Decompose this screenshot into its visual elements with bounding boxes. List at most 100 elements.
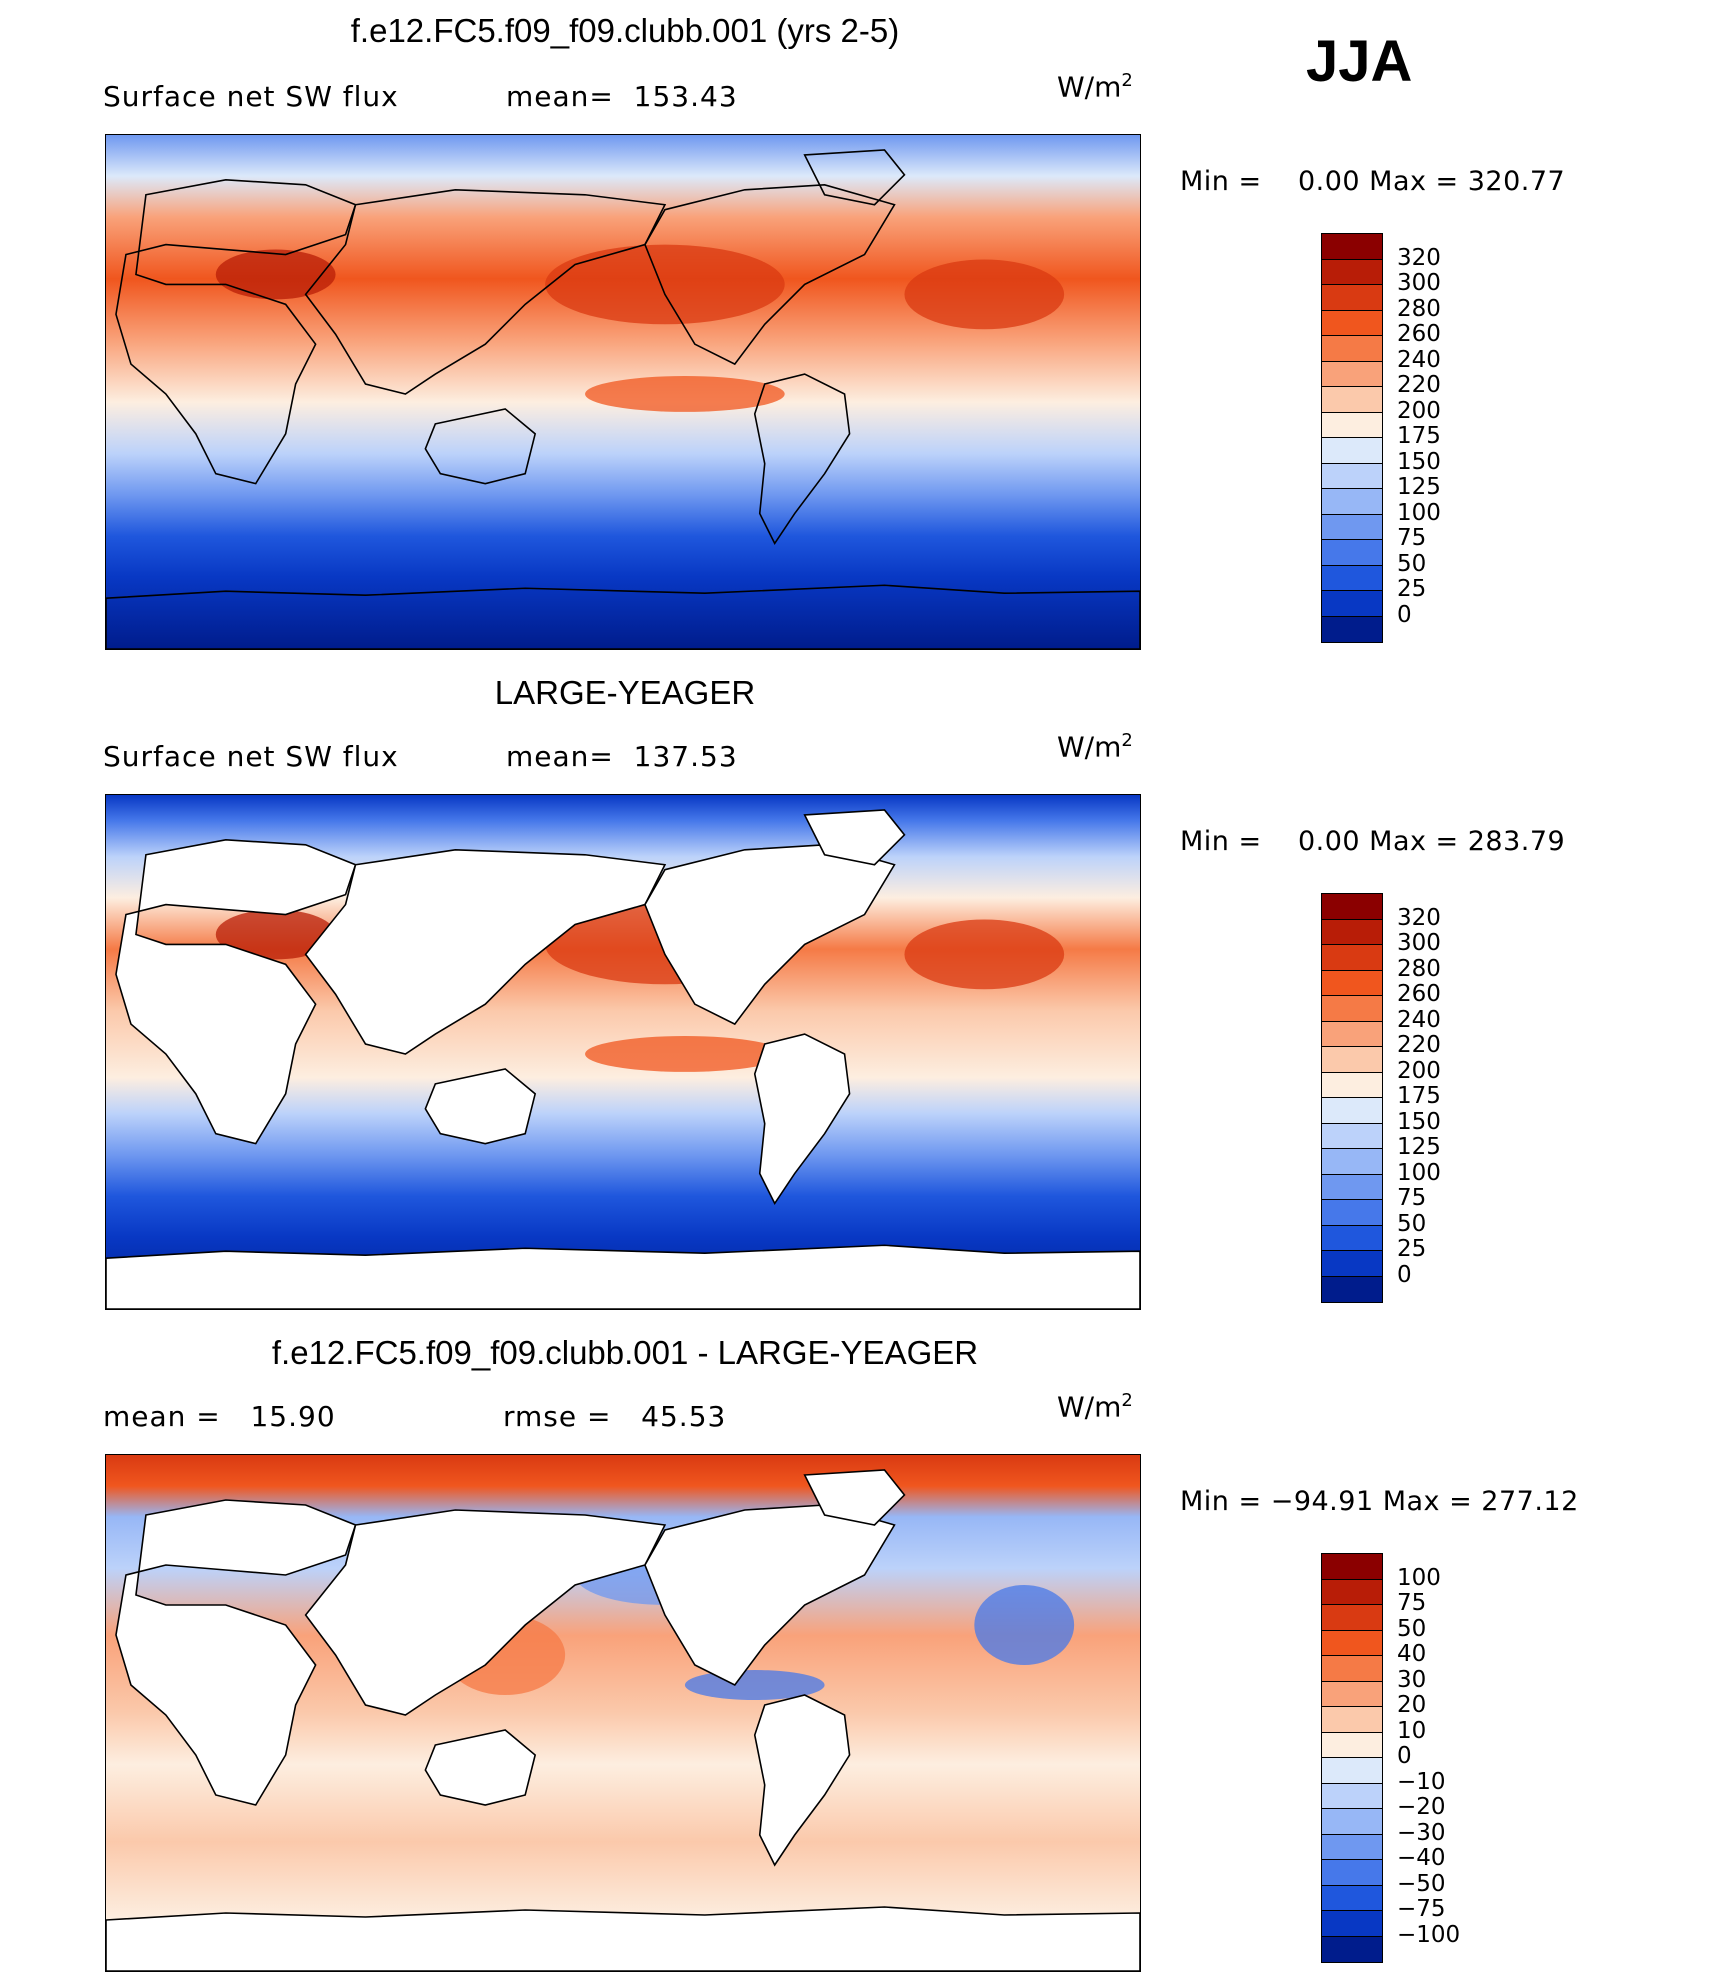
colorbar-tick-label: 25 — [1397, 576, 1427, 602]
colorbar-tick-label: −75 — [1397, 1896, 1446, 1922]
coastline — [644, 1504, 896, 1687]
colorbar-tick-label: 0 — [1397, 1261, 1412, 1288]
colorbar-swatch — [1322, 1681, 1382, 1707]
field-anomaly — [585, 376, 785, 412]
colorbar-swatch — [1322, 1911, 1382, 1937]
colorbar-swatch — [1322, 1047, 1382, 1073]
panel-difference: f.e12.FC5.f09_f09.clubb.001 - LARGE-YEAG… — [0, 1320, 1710, 1980]
mean-label: mean= 153.43 — [506, 80, 738, 113]
coastline — [115, 1499, 357, 1806]
colorbar-swatch — [1322, 1707, 1382, 1733]
colorbar-swatch — [1322, 1149, 1382, 1175]
colorbar-swatch — [1322, 1123, 1382, 1149]
colorbar-swatch — [1322, 1834, 1382, 1860]
colorbar-swatch — [1322, 387, 1382, 413]
colorbar-swatch — [1322, 1630, 1382, 1656]
field-anomaly — [215, 249, 336, 300]
field-anomaly — [974, 1585, 1075, 1665]
colorbar-swatch — [1322, 514, 1382, 540]
colorbar-swatch — [1322, 1072, 1382, 1098]
colorbar-tick-label: 25 — [1397, 1236, 1427, 1262]
colorbar-swatch — [1322, 361, 1382, 387]
colorbar-swatch — [1322, 894, 1382, 920]
colorbar-tick-label: 300 — [1397, 930, 1441, 956]
colorbar-swatch — [1322, 336, 1382, 362]
colorbar-tick-label: 240 — [1397, 346, 1441, 373]
colorbar-swatch — [1322, 1174, 1382, 1200]
colorbar-tick-label: 150 — [1397, 1108, 1441, 1135]
rmse-label: rmse = 45.53 — [503, 1400, 727, 1433]
coastline — [644, 844, 896, 1026]
min-max-label: Min = 0.00 Max = 283.79 — [1180, 826, 1566, 857]
colorbar-tick-label: 300 — [1397, 270, 1441, 296]
colorbar-tick-label: −100 — [1397, 1921, 1461, 1948]
colorbar-swatch — [1322, 1098, 1382, 1124]
colorbar-swatch — [1322, 919, 1382, 945]
colorbar-tick-label: 10 — [1397, 1717, 1427, 1744]
colorbar-tick-label: −50 — [1397, 1870, 1446, 1897]
panel-title: LARGE-YEAGER — [494, 674, 756, 711]
colorbar-swatch — [1322, 1605, 1382, 1631]
colorbar-swatch — [1322, 1225, 1382, 1251]
colorbar-swatch — [1322, 412, 1382, 438]
colorbar-tick-label: 75 — [1397, 1185, 1427, 1211]
coastline — [106, 1244, 1140, 1309]
colorbar-tick-label: 320 — [1397, 904, 1441, 931]
coastline — [115, 839, 357, 1145]
colorbar-tick-label: −30 — [1397, 1819, 1446, 1846]
colorbar-swatch — [1322, 591, 1382, 617]
colorbar-tick-label: 75 — [1397, 1590, 1427, 1616]
colorbar-tick-label: 50 — [1397, 1615, 1427, 1642]
colorbar-tick-label: 50 — [1397, 550, 1427, 577]
colorbar-swatch — [1322, 996, 1382, 1022]
coastline — [803, 149, 906, 206]
panel-title: f.e12.FC5.f09_f09.clubb.001 - LARGE-YEAG… — [271, 1334, 979, 1371]
colorbar-tick-label: −40 — [1397, 1845, 1446, 1871]
coastline — [753, 1694, 851, 1867]
field-anomaly — [904, 919, 1065, 990]
colorbar-swatch — [1322, 1809, 1382, 1835]
colorbar-swatch — [1322, 616, 1382, 642]
colorbar-tick-label: 200 — [1397, 1057, 1441, 1084]
field-label: Surface net SW flux — [103, 80, 399, 113]
coastline — [106, 1906, 1140, 1971]
colorbar-swatch — [1322, 1021, 1382, 1047]
coastline — [424, 1729, 537, 1806]
map-plot — [105, 1454, 1141, 1972]
colorbar-swatch — [1322, 1656, 1382, 1682]
colorbar-swatch — [1322, 540, 1382, 566]
colorbar-tick-label: 100 — [1397, 1564, 1441, 1591]
map-plot — [105, 794, 1141, 1310]
colorbar-swatch — [1322, 489, 1382, 515]
field-label: Surface net SW flux — [103, 740, 399, 773]
coastline — [644, 184, 896, 366]
colorbar-tick-label: 260 — [1397, 981, 1441, 1007]
colorbar — [1321, 1553, 1383, 1963]
coastline — [304, 188, 667, 395]
colorbar-swatch — [1322, 438, 1382, 464]
field-anomaly — [585, 1036, 785, 1072]
colorbar-tick-label: −20 — [1397, 1794, 1446, 1820]
colorbar-swatch — [1322, 1554, 1382, 1580]
colorbar-swatch — [1322, 945, 1382, 971]
colorbar-swatch — [1322, 970, 1382, 996]
colorbar-swatch — [1322, 1732, 1382, 1758]
colorbar-swatch — [1322, 1276, 1382, 1302]
colorbar-swatch — [1322, 1758, 1382, 1784]
units-label: W/m2 — [1057, 70, 1133, 104]
colorbar-tick-label: 200 — [1397, 397, 1441, 424]
colorbar-swatch — [1322, 234, 1382, 260]
panel-title: f.e12.FC5.f09_f09.clubb.001 (yrs 2-5) — [350, 12, 900, 49]
coastline — [753, 1033, 851, 1205]
colorbar-swatch — [1322, 1783, 1382, 1809]
panel-model: f.e12.FC5.f09_f09.clubb.001 (yrs 2-5) Su… — [0, 0, 1710, 660]
colorbar-tick-label: 40 — [1397, 1641, 1427, 1667]
min-max-label: Min = 0.00 Max = 320.77 — [1180, 166, 1566, 197]
colorbar-swatch — [1322, 1860, 1382, 1886]
colorbar-swatch — [1322, 463, 1382, 489]
colorbar-swatch — [1322, 1936, 1382, 1962]
colorbar-tick-label: 75 — [1397, 525, 1427, 551]
colorbar-tick-label: 0 — [1397, 1743, 1412, 1769]
mean-label: mean = 15.90 — [103, 1400, 336, 1433]
colorbar-tick-label: 240 — [1397, 1006, 1441, 1033]
